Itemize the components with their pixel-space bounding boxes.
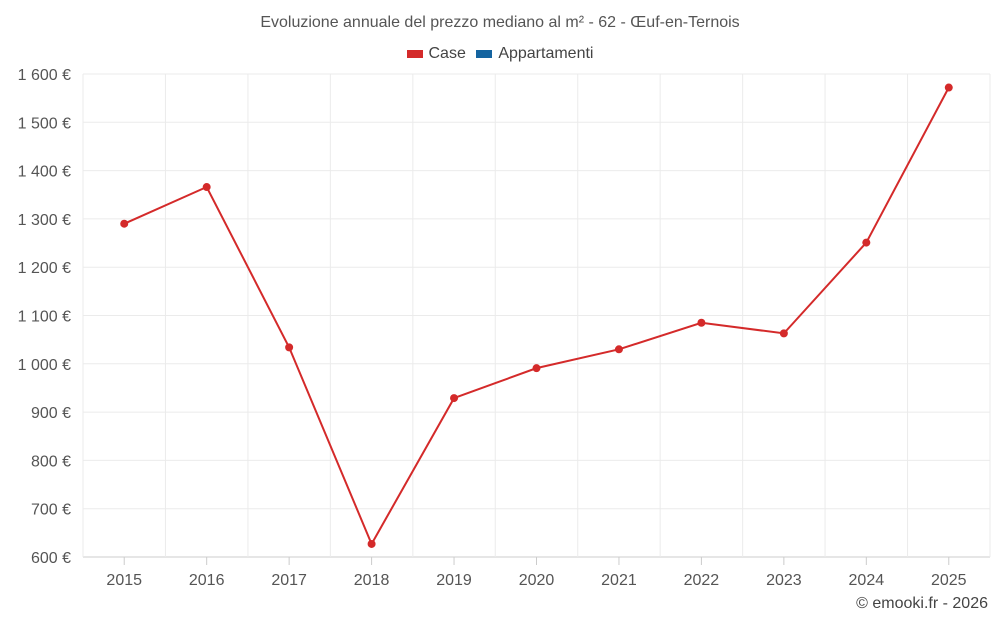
legend-swatch-appartamenti [476,50,493,58]
y-tick-label: 1 300 € [18,212,71,229]
x-tick-label: 2023 [766,572,802,589]
y-tick-label: 1 100 € [18,309,71,326]
x-tick-label: 2024 [849,572,885,589]
data-point [285,343,294,352]
x-tick-label: 2025 [931,572,967,589]
legend-item-appartamenti[interactable]: Appartamenti [476,45,593,63]
data-point [367,539,376,548]
data-point [779,329,788,338]
y-tick-label: 900 € [31,405,71,422]
legend-swatch-case [406,50,423,58]
y-tick-label: 600 € [31,550,71,567]
legend-item-case[interactable]: Case [406,45,466,63]
data-point [697,318,706,327]
data-point [944,83,953,92]
y-tick-label: 700 € [31,502,71,519]
x-tick-label: 2021 [601,572,637,589]
legend: Case Appartamenti [0,45,1000,63]
y-tick-label: 1 600 € [18,67,71,84]
data-point [450,394,459,403]
x-tick-label: 2016 [189,572,225,589]
chart-title: Evoluzione annuale del prezzo mediano al… [260,14,740,31]
x-tick-label: 2017 [271,572,307,589]
legend-label-case: Case [428,45,466,62]
data-point [532,364,541,373]
y-tick-label: 1 000 € [18,357,71,374]
x-tick-label: 2020 [519,572,555,589]
x-tick-label: 2019 [436,572,472,589]
data-point [120,219,129,228]
data-point [202,183,211,192]
legend-label-appartamenti: Appartamenti [498,45,594,62]
x-tick-label: 2015 [106,572,142,589]
x-tick-label: 2018 [354,572,390,589]
y-tick-label: 1 500 € [18,115,71,132]
data-point [862,238,871,247]
y-tick-label: 1 200 € [18,260,71,277]
data-point [614,345,623,354]
credit-text: © emooki.fr - 2026 [856,595,988,612]
y-tick-label: 800 € [31,453,71,470]
y-tick-label: 1 400 € [18,164,71,181]
x-tick-label: 2022 [684,572,720,589]
